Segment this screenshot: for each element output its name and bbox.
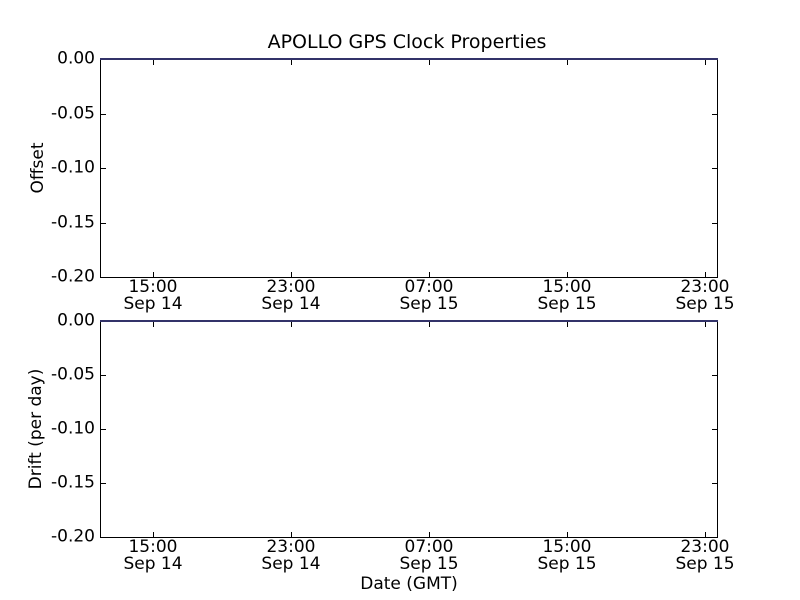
- y-tick-mark: [712, 375, 717, 376]
- x-tick-mark: [567, 60, 568, 65]
- x-tick-mark: [704, 532, 706, 537]
- x-tick-label: 23:00 Sep 14: [261, 279, 320, 313]
- x-tick-mark: [429, 60, 431, 65]
- x-tick-time: 23:00: [266, 277, 316, 297]
- x-tick-mark: [704, 60, 706, 65]
- x-tick-label: 15:00 Sep 14: [123, 539, 182, 573]
- x-tick-time: 23:00: [266, 537, 316, 557]
- x-tick-time: 07:00: [404, 537, 454, 557]
- y-tick-label: -0.15: [51, 472, 95, 493]
- x-tick-time: 07:00: [404, 277, 454, 297]
- x-axis-label: Date (GMT): [360, 574, 458, 594]
- x-tick-mark: [429, 532, 431, 537]
- y-tick-label: -0.10: [51, 418, 95, 439]
- x-tick-mark: [152, 322, 154, 327]
- drift-y-axis-label: Drift (per day): [26, 368, 46, 490]
- offset-series-line: [100, 58, 718, 60]
- y-tick-mark: [101, 222, 106, 224]
- x-tick-mark: [704, 322, 706, 327]
- x-tick-mark: [567, 532, 568, 537]
- y-tick-mark: [712, 168, 717, 169]
- y-tick-label: -0.20: [51, 526, 95, 547]
- x-tick-label: 23:00 Sep 15: [675, 279, 734, 313]
- y-tick-label: -0.20: [51, 266, 95, 287]
- x-tick-date: Sep 15: [537, 554, 597, 574]
- x-tick-time: 15:00: [128, 277, 178, 297]
- offset-y-axis-label: Offset: [28, 142, 48, 194]
- y-tick-mark: [712, 483, 717, 484]
- y-tick-label: -0.10: [51, 157, 95, 178]
- drift-plot-area: 0.00 -0.05 -0.10 -0.15 -0.20 15:00 Sep 1…: [51, 312, 735, 573]
- x-tick-date: Sep 15: [399, 554, 459, 574]
- y-tick-mark: [712, 429, 717, 430]
- x-tick-mark: [429, 272, 431, 277]
- x-tick-label: 15:00 Sep 14: [123, 279, 182, 313]
- x-tick-mark: [152, 60, 154, 65]
- x-tick-date: Sep 15: [537, 294, 597, 314]
- y-tick-mark: [712, 113, 717, 115]
- x-tick-time: 23:00: [680, 537, 730, 557]
- x-tick-mark: [704, 272, 706, 277]
- x-tick-mark: [429, 322, 431, 327]
- x-tick-mark: [567, 322, 568, 327]
- x-tick-time: 15:00: [542, 277, 592, 297]
- y-tick-label: -0.05: [51, 103, 95, 123]
- y-tick-label: -0.15: [51, 212, 95, 232]
- x-tick-date: Sep 14: [261, 294, 321, 314]
- x-tick-date: Sep 14: [123, 294, 183, 314]
- x-tick-label: 23:00 Sep 14: [261, 539, 320, 573]
- x-tick-date: Sep 15: [399, 294, 459, 314]
- chart-title: APOLLO GPS Clock Properties: [267, 31, 547, 53]
- y-tick-mark: [101, 113, 106, 115]
- offset-plot-area: 0.00 -0.05 -0.10 -0.15 -0.20 15:00 Sep 1…: [51, 50, 735, 313]
- x-tick-mark: [567, 272, 568, 277]
- x-tick-date: Sep 15: [675, 554, 735, 574]
- x-tick-label: 07:00 Sep 15: [399, 279, 458, 313]
- x-tick-time: 23:00: [680, 277, 730, 297]
- y-tick-label: -0.05: [51, 364, 95, 385]
- x-tick-date: Sep 15: [675, 294, 735, 314]
- y-tick-label: 0.00: [57, 48, 95, 69]
- x-tick-label: 23:00 Sep 15: [675, 539, 734, 573]
- y-tick-mark: [101, 483, 106, 484]
- x-tick-time: 15:00: [128, 537, 178, 557]
- x-tick-mark: [290, 60, 292, 65]
- x-tick-label: 15:00 Sep 15: [537, 279, 596, 313]
- x-tick-mark: [152, 272, 154, 277]
- x-tick-mark: [290, 272, 292, 277]
- y-tick-mark: [101, 168, 106, 169]
- y-tick-mark: [101, 429, 106, 430]
- x-tick-date: Sep 14: [261, 554, 321, 574]
- x-tick-mark: [290, 532, 292, 537]
- x-tick-date: Sep 14: [123, 554, 183, 574]
- x-tick-label: 15:00 Sep 15: [537, 539, 596, 573]
- y-tick-mark: [712, 222, 717, 224]
- y-tick-mark: [101, 375, 106, 376]
- x-tick-label: 07:00 Sep 15: [399, 539, 458, 573]
- drift-series-line: [100, 320, 718, 322]
- x-tick-time: 15:00: [542, 537, 592, 557]
- y-tick-label: 0.00: [57, 310, 95, 331]
- x-tick-mark: [290, 322, 292, 327]
- x-tick-mark: [152, 532, 154, 537]
